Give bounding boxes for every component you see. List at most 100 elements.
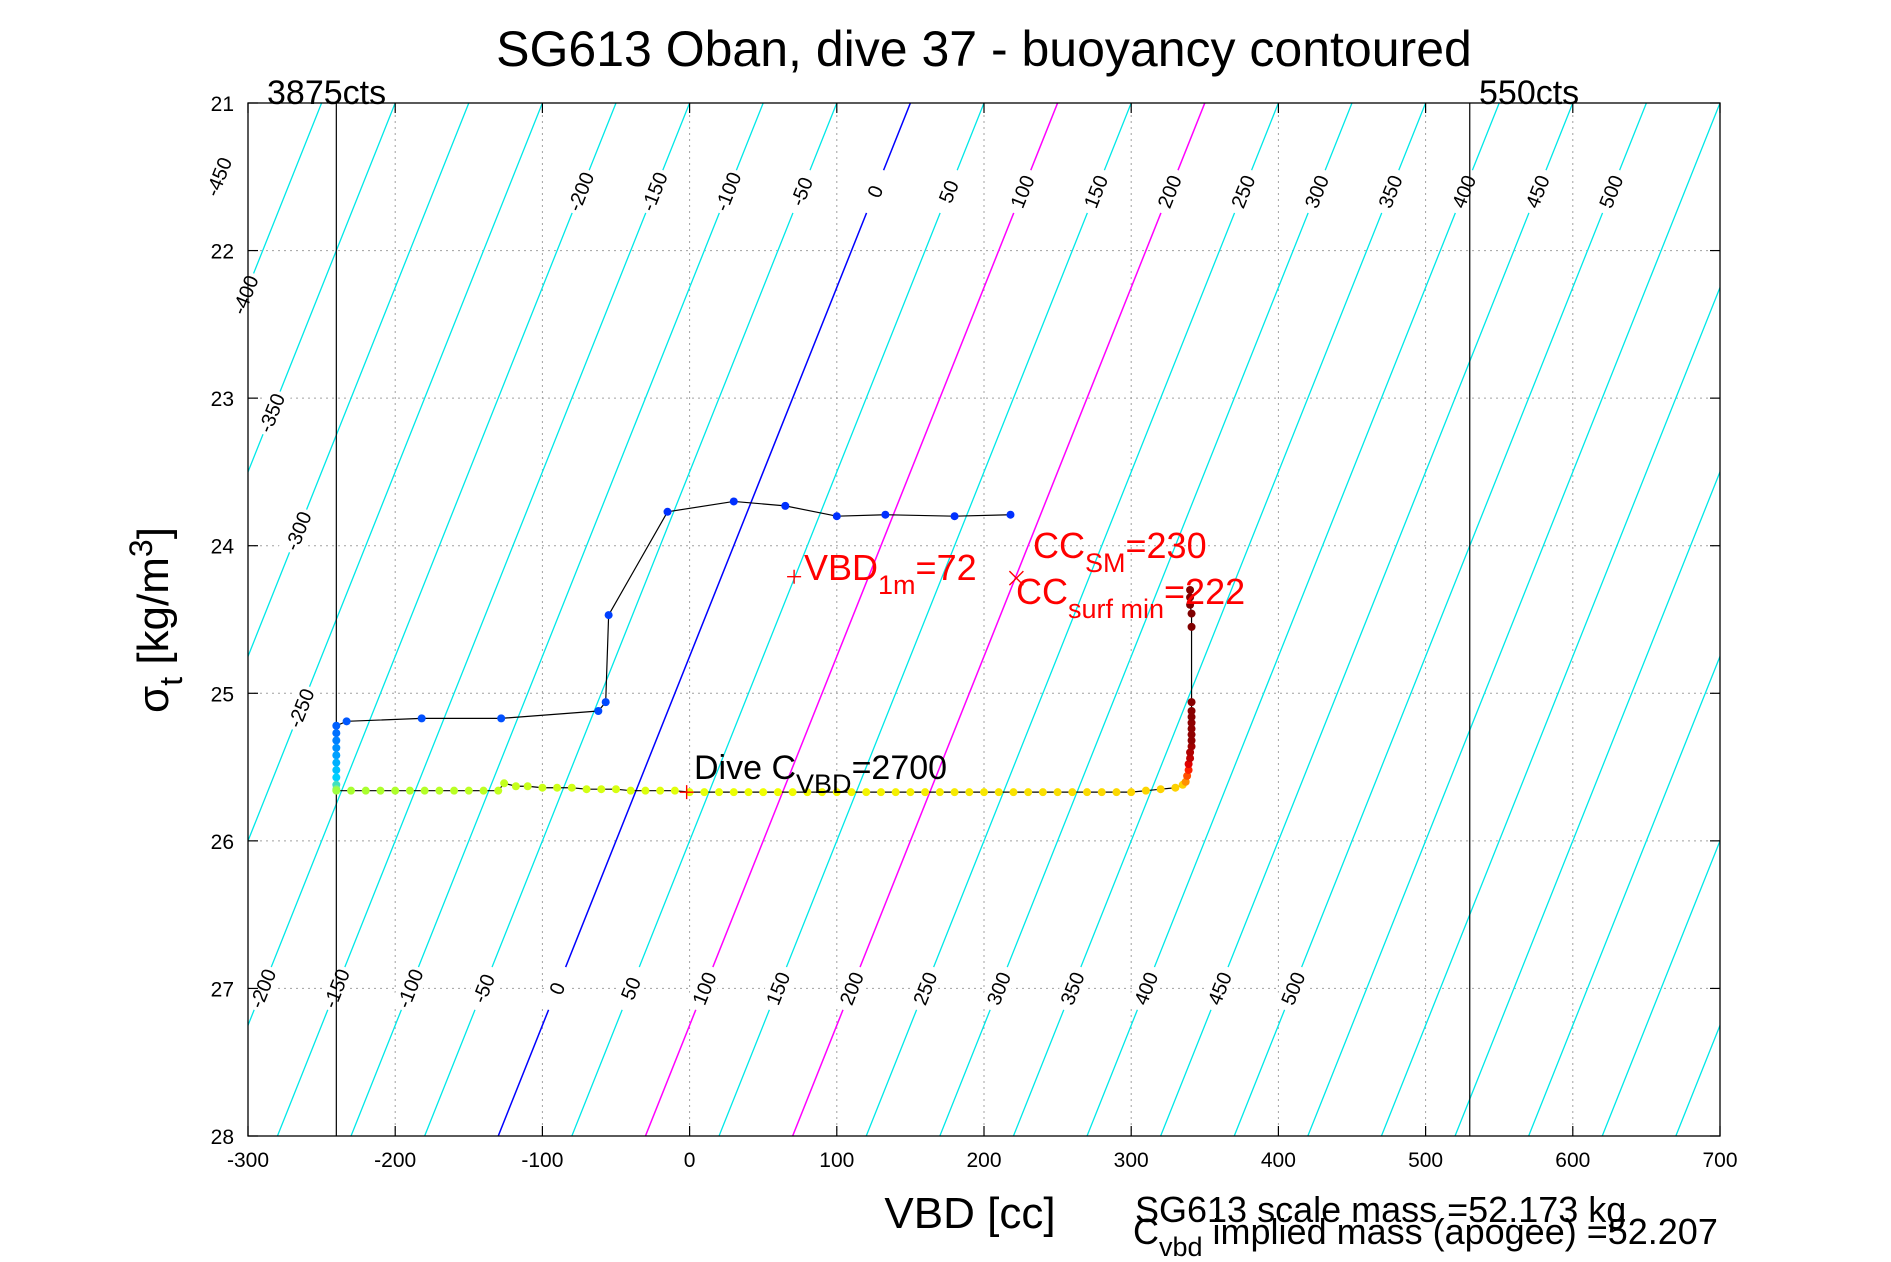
dive-point bbox=[553, 783, 562, 792]
dive-point bbox=[332, 729, 341, 738]
dive-point bbox=[876, 788, 885, 797]
x-tick-label: 700 bbox=[1702, 1149, 1737, 1172]
x-axis-ticks: -300 -200 -100 0 100 200 300 400 500 600 700 bbox=[227, 103, 1738, 1172]
dive-point bbox=[1156, 785, 1165, 794]
contour-label-gap bbox=[1297, 165, 1337, 218]
contour-line bbox=[276, 103, 691, 1136]
contour-label-gap bbox=[611, 962, 651, 1015]
contour-line bbox=[1601, 839, 1720, 1136]
contour-label-gap bbox=[905, 962, 945, 1015]
contour-label-gap bbox=[781, 165, 822, 218]
dive-point bbox=[1186, 600, 1195, 609]
dive-point bbox=[980, 788, 988, 797]
dive-point bbox=[818, 788, 827, 797]
dive-point bbox=[994, 788, 1003, 797]
dive-point bbox=[759, 788, 768, 797]
dive-point bbox=[1186, 593, 1195, 602]
contour-line bbox=[1160, 103, 1574, 1136]
contour-line bbox=[350, 103, 764, 1136]
dive-point bbox=[464, 786, 473, 795]
contour-line bbox=[248, 103, 617, 1028]
contour-label-gap bbox=[463, 962, 504, 1015]
dive-point bbox=[332, 773, 341, 782]
dive-point bbox=[601, 698, 610, 707]
dive-point bbox=[1187, 622, 1196, 631]
dive-point bbox=[700, 788, 709, 797]
contour-label-gap bbox=[634, 165, 674, 218]
contour-label-gap bbox=[831, 962, 872, 1015]
y-tick-label: 22 bbox=[211, 241, 234, 264]
dive-point bbox=[715, 788, 724, 797]
dive-point bbox=[881, 510, 890, 519]
dive-point bbox=[832, 512, 841, 521]
contour-label-gap bbox=[1149, 165, 1190, 218]
contour-label-gap bbox=[1370, 165, 1410, 218]
dive-point bbox=[781, 501, 790, 510]
dive-point bbox=[663, 507, 672, 516]
contour-label-gap bbox=[1002, 165, 1042, 218]
contour-line bbox=[1749, 103, 1891, 1136]
scale-mass-text: SG613 scale mass =52.173 kg bbox=[1135, 1189, 1626, 1230]
plus-marker bbox=[787, 569, 802, 584]
counts-right-label: 550cts bbox=[1479, 74, 1579, 112]
contour-label-gap bbox=[1076, 165, 1116, 218]
x-tick-label: -100 bbox=[521, 1149, 563, 1172]
dive-point bbox=[538, 783, 547, 792]
plus-marker bbox=[679, 785, 694, 800]
dive-point bbox=[332, 736, 341, 745]
dive-point bbox=[1187, 742, 1196, 751]
y-tick-label: 26 bbox=[211, 831, 234, 854]
dive-point bbox=[950, 512, 959, 521]
dive-point bbox=[1187, 712, 1196, 721]
count-lines bbox=[335, 103, 1471, 1136]
contour-label-gap bbox=[561, 165, 601, 218]
dive-point bbox=[342, 717, 351, 726]
y-axis-ticks: 21 22 23 24 25 26 27 28 bbox=[211, 93, 1720, 1149]
contour-label-gap bbox=[225, 269, 265, 321]
dive-point bbox=[612, 785, 620, 794]
contour-label-gap bbox=[1126, 962, 1166, 1015]
contour-label: -150 bbox=[638, 169, 673, 214]
dive-point bbox=[729, 497, 738, 506]
contour-label-gap bbox=[281, 682, 321, 734]
dive-point bbox=[511, 782, 520, 791]
dive-point bbox=[1068, 788, 1077, 797]
x-tick-label: 400 bbox=[1261, 1149, 1296, 1172]
contour-line bbox=[865, 103, 1280, 1136]
dive-point bbox=[832, 788, 841, 797]
contour-label: -450 bbox=[202, 154, 237, 199]
dive-point bbox=[450, 786, 459, 795]
chart-title: SG613 Oban, dive 37 - buoyancy contoured bbox=[496, 21, 1472, 77]
dive-point bbox=[950, 788, 959, 797]
implied-mass-text: Cvbd implied mass (apogee) =52.207 bbox=[1133, 1211, 1718, 1262]
annotation-markers bbox=[679, 569, 1024, 800]
contour-line bbox=[718, 103, 1132, 1136]
dive-point bbox=[1187, 730, 1196, 739]
contour-line bbox=[1233, 103, 1648, 1136]
dive-point bbox=[788, 788, 797, 797]
contour-line bbox=[248, 103, 470, 659]
x-tick-label: 100 bbox=[819, 1149, 854, 1172]
dive-point bbox=[1006, 510, 1015, 519]
y-tick-label: 24 bbox=[211, 536, 235, 559]
dive-point bbox=[670, 786, 679, 795]
x-tick-label: -200 bbox=[374, 1149, 416, 1172]
dive-point bbox=[417, 714, 426, 723]
dive-point bbox=[332, 786, 341, 795]
dive-point bbox=[965, 788, 974, 797]
buoyancy-contours bbox=[248, 103, 1891, 1136]
dive-point bbox=[494, 786, 503, 795]
contour-label-gap bbox=[537, 962, 577, 1015]
contour-label-gap bbox=[1273, 962, 1313, 1015]
contour-label-gap bbox=[1591, 165, 1631, 218]
dive-point bbox=[1187, 724, 1196, 733]
x-tick-label: 200 bbox=[966, 1149, 1001, 1172]
dive-point bbox=[891, 788, 900, 797]
contour-label-gap bbox=[758, 962, 798, 1015]
dive-point bbox=[1187, 718, 1196, 727]
contour-label-gap bbox=[1223, 165, 1263, 218]
contour-label-gap bbox=[979, 962, 1019, 1015]
x-tick-label: 300 bbox=[1114, 1149, 1149, 1172]
contour-label: -150 bbox=[320, 966, 355, 1011]
